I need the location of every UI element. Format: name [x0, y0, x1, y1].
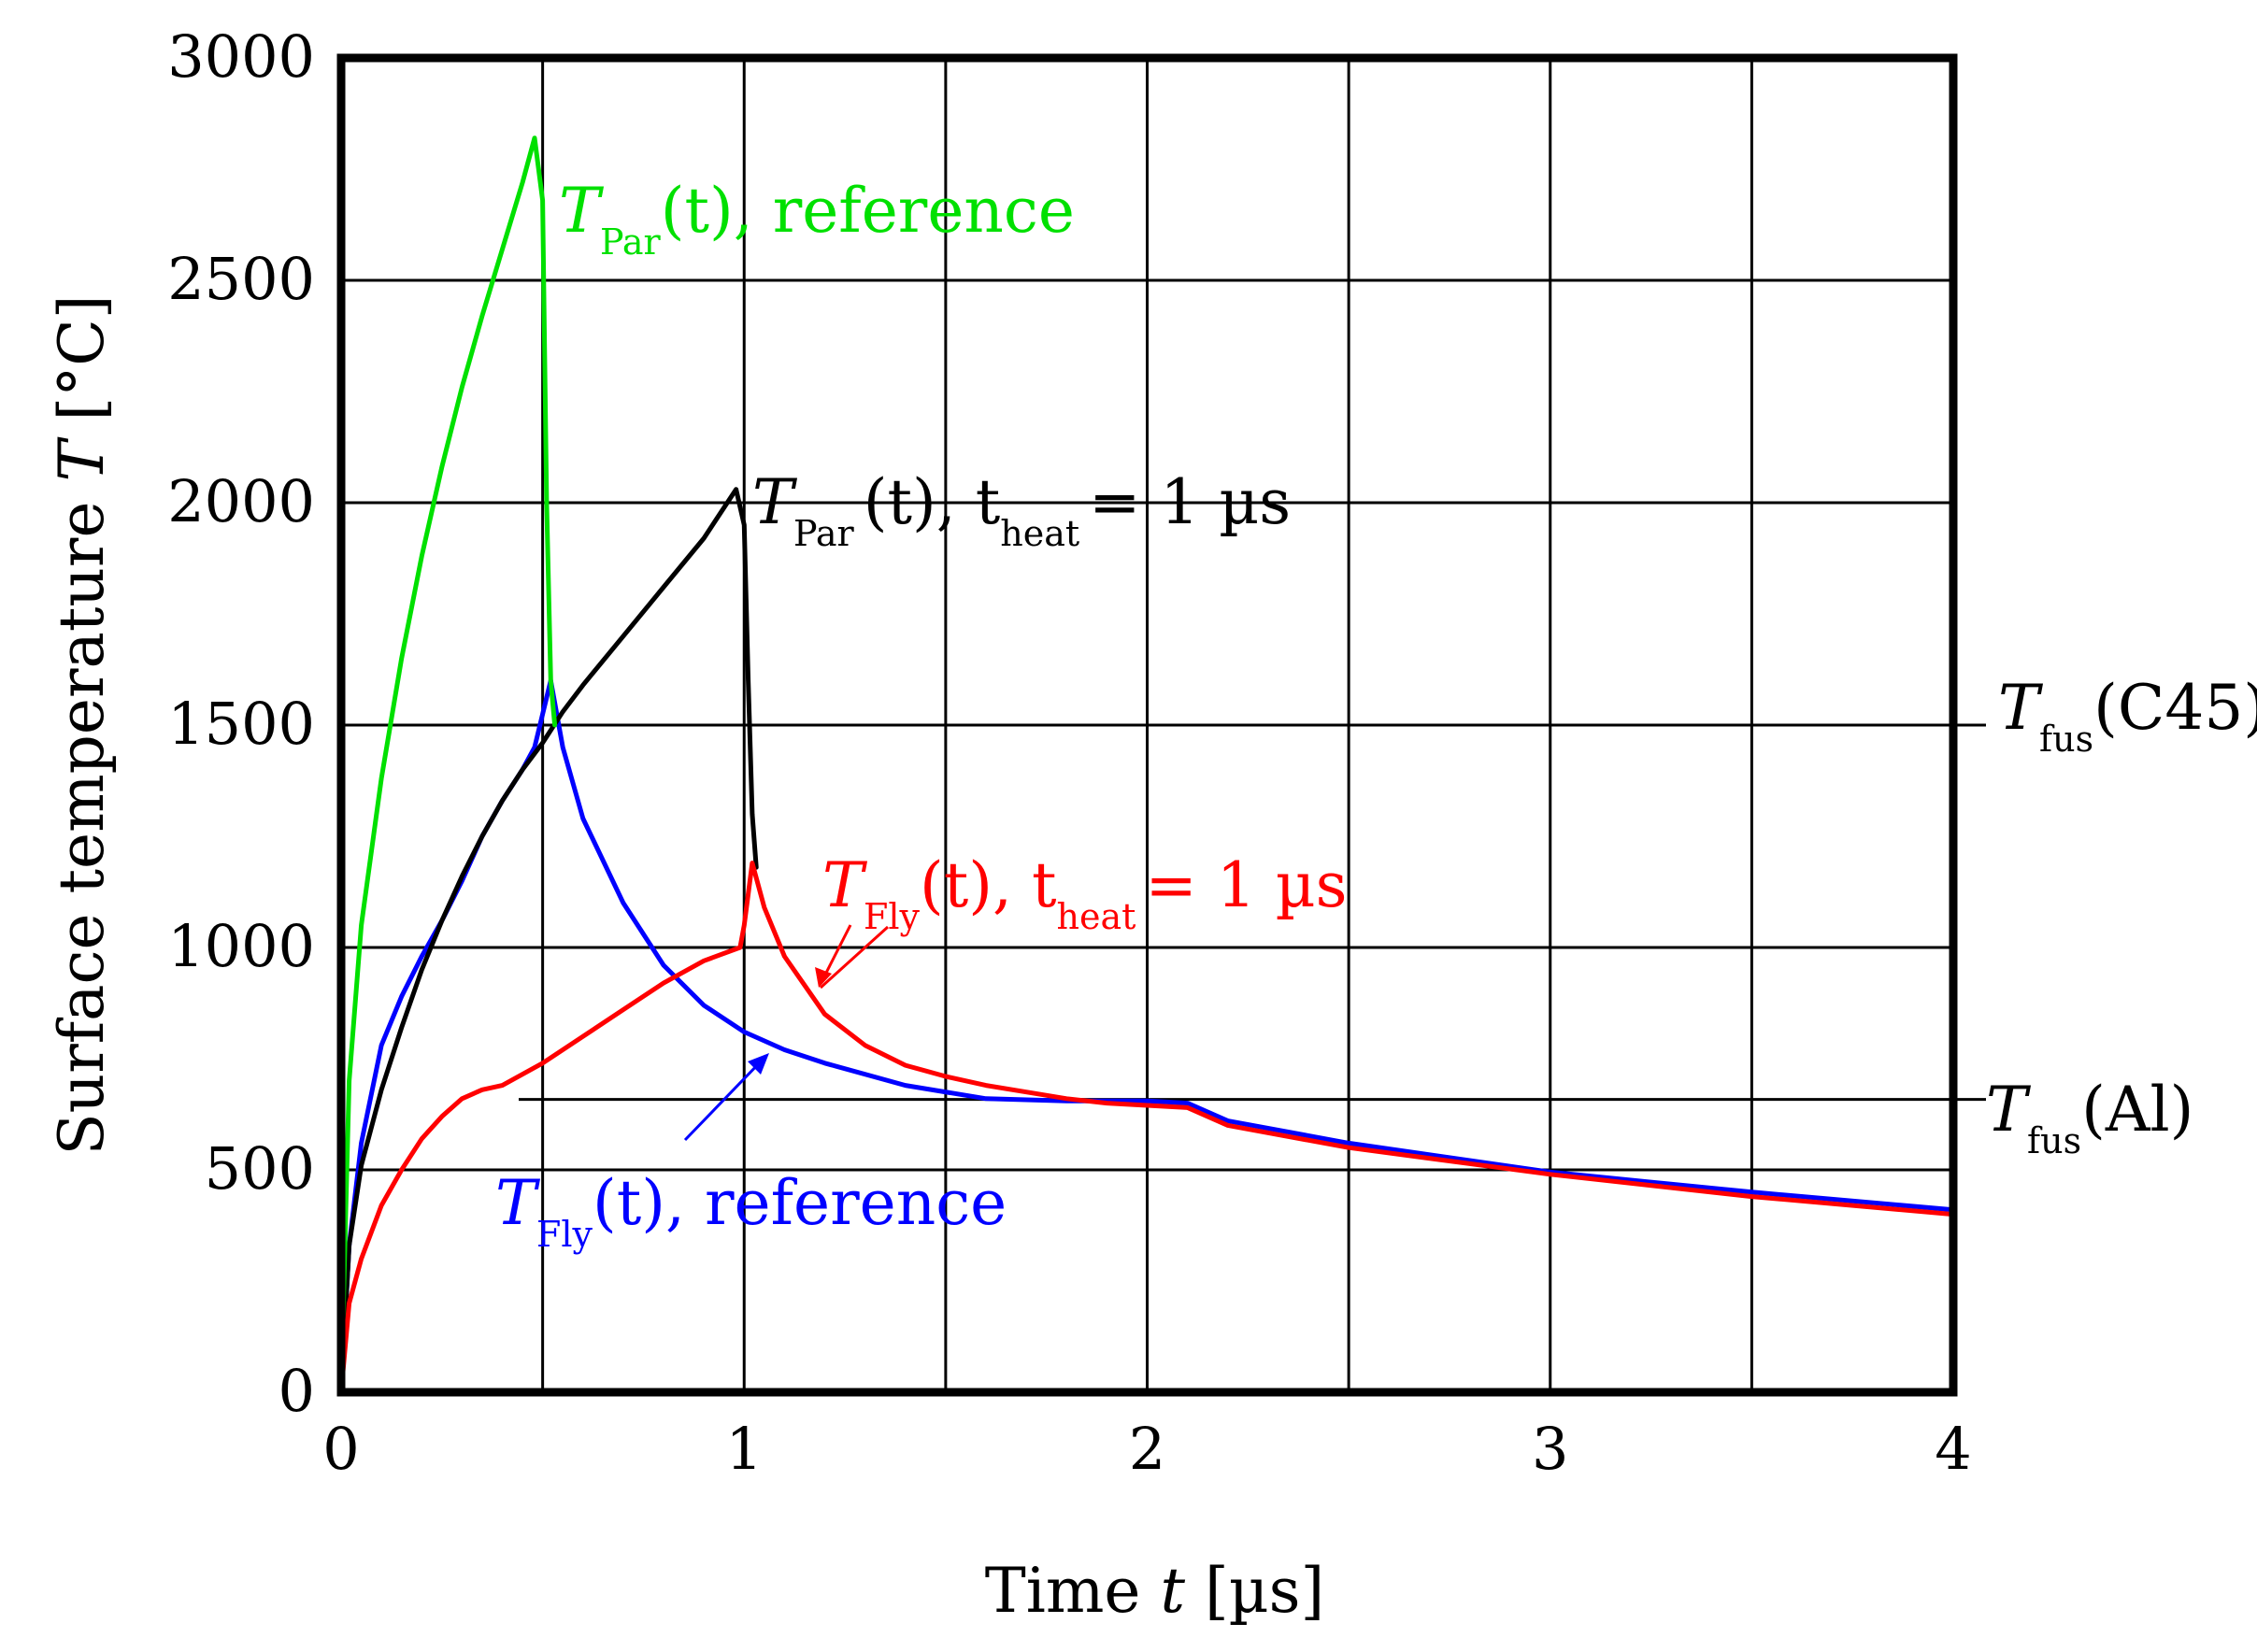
y-tick-label: 500 [205, 1134, 315, 1203]
y-tick-label: 2000 [167, 467, 315, 535]
series-lines [338, 135, 1956, 1395]
x-tick-label: 0 [322, 1415, 359, 1483]
annotation-tfus-c45: Tfus(C45) [1998, 672, 2257, 760]
red-arrowhead-left [815, 967, 832, 988]
plot-frame [336, 53, 1958, 1397]
series-line-2 [338, 677, 1956, 1395]
tick-labels: 0 1 2 3 4 0 500 1000 1500 2000 2500 3000 [167, 22, 1972, 1483]
annotation-tpar-reference: TPar(t), reference [559, 175, 1075, 263]
annotation-tfly-reference: TFly(t), reference [495, 1167, 1007, 1255]
y-tick-label: 2500 [167, 245, 315, 313]
red-arrow-left [822, 924, 852, 977]
annotation-tfus-al: Tfus(Al) [1986, 1074, 2193, 1161]
red-arrow-right [819, 925, 890, 990]
series-line-3 [338, 861, 1956, 1395]
blue-arrow [683, 1059, 764, 1142]
x-tick-label: 1 [726, 1415, 763, 1483]
y-axis-label: Surface temperature T [°C] [46, 294, 118, 1155]
x-tick-label: 3 [1532, 1415, 1568, 1483]
annotation-pointers [683, 501, 1252, 1142]
y-tick-label: 0 [279, 1357, 315, 1425]
series-line-0 [338, 135, 558, 1395]
x-axis-label: Time t [µs] [985, 1555, 1325, 1627]
y-tick-label: 1500 [167, 690, 315, 758]
grid [341, 58, 1953, 1392]
y-tick-label: 3000 [167, 22, 315, 91]
blue-arrowhead [748, 1053, 769, 1075]
y-tick-label: 1000 [167, 912, 315, 980]
annotation-tfly-theat: TFly(t), theat = 1 µs [822, 849, 1347, 937]
x-tick-label: 2 [1129, 1415, 1165, 1483]
x-tick-label: 4 [1935, 1415, 1971, 1483]
series-line-1 [338, 487, 759, 1395]
